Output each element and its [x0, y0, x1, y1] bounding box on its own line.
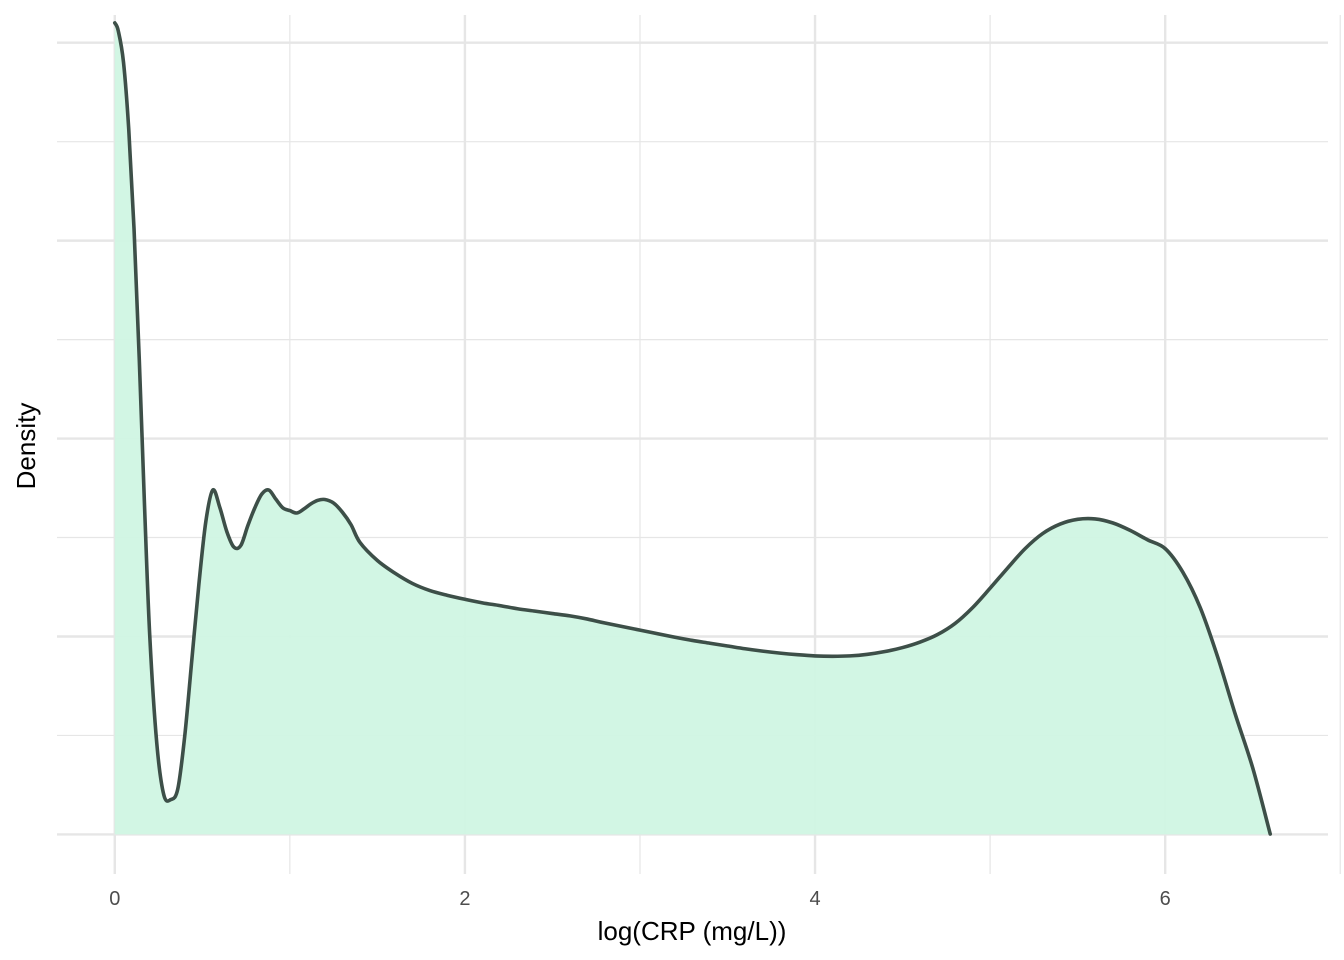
x-tick-label: 4 — [809, 888, 820, 910]
x-tick-label: 6 — [1160, 888, 1171, 910]
x-tick-labels: 0 2 4 6 — [109, 888, 1171, 910]
x-axis-title: log(CRP (mg/L)) — [598, 916, 787, 946]
y-axis-title: Density — [11, 403, 41, 490]
x-tick-label: 0 — [109, 888, 120, 910]
density-line — [112, 21, 1273, 836]
density-area — [114, 22, 1271, 835]
x-tick-label: 2 — [459, 888, 470, 910]
